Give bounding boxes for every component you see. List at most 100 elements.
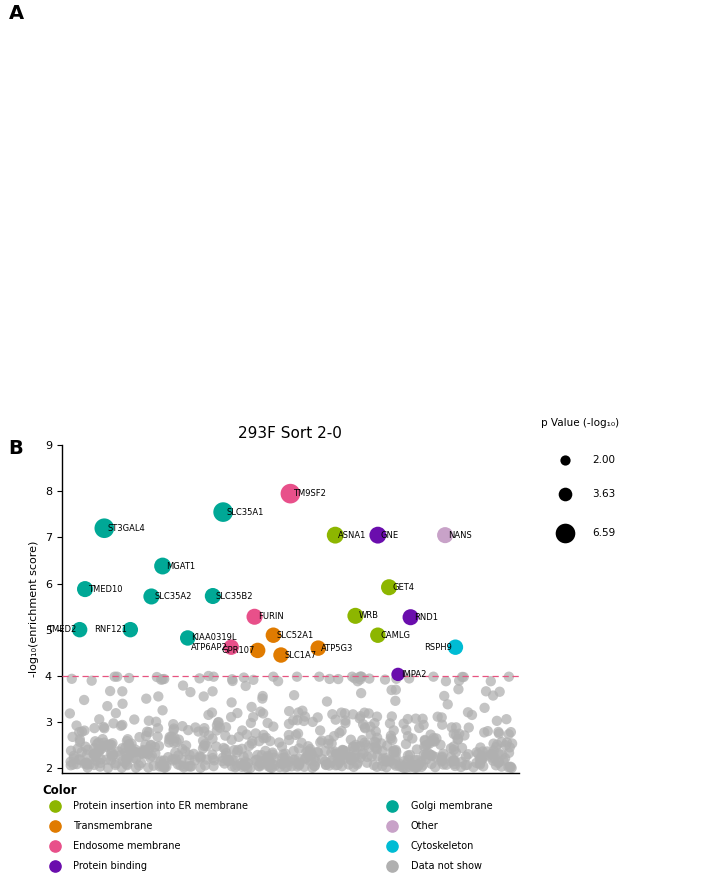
Point [166, 753, 178, 766]
Point [237, 750, 249, 764]
Point [429, 734, 441, 748]
Point [260, 744, 272, 758]
Point [302, 739, 314, 753]
Point [490, 740, 502, 754]
Point [475, 740, 486, 754]
Point [116, 684, 128, 698]
Point [477, 752, 489, 766]
Text: CAMLG: CAMLG [381, 630, 411, 640]
Point [328, 729, 340, 743]
Text: ASNA1: ASNA1 [338, 531, 367, 540]
Point [121, 749, 133, 763]
Point [186, 760, 197, 773]
Point [390, 743, 401, 757]
Point [354, 711, 365, 725]
Point [184, 748, 195, 762]
Point [89, 721, 100, 735]
Point [240, 679, 251, 693]
Point [240, 754, 251, 768]
Point [133, 759, 144, 773]
Point [453, 726, 465, 740]
Point [88, 748, 99, 762]
Point [355, 670, 367, 684]
Point [99, 521, 110, 535]
Text: Protein binding: Protein binding [73, 861, 147, 871]
Point [76, 746, 88, 760]
Point [287, 744, 299, 758]
Text: Cytoskeleton: Cytoskeleton [410, 841, 474, 851]
Point [390, 750, 401, 764]
Point [470, 756, 482, 770]
Point [126, 737, 137, 751]
Point [213, 715, 224, 729]
Point [154, 760, 166, 773]
Point [169, 746, 181, 760]
Point [198, 725, 210, 739]
Point [228, 743, 240, 757]
Point [411, 760, 423, 773]
Point [325, 755, 336, 769]
Point [150, 715, 162, 729]
Point [390, 683, 401, 697]
Point [256, 691, 268, 705]
Point [450, 720, 462, 734]
Text: TM9SF2: TM9SF2 [293, 489, 327, 498]
Point [274, 760, 285, 774]
Point [412, 760, 423, 773]
Point [450, 746, 462, 760]
Point [173, 732, 184, 746]
Point [407, 758, 418, 772]
Point [347, 739, 359, 753]
Text: KIAA0319L: KIAA0319L [191, 634, 237, 643]
Point [402, 712, 414, 726]
Point [298, 714, 310, 728]
Point [335, 724, 347, 738]
Point [169, 731, 181, 745]
Point [428, 734, 439, 748]
Point [338, 746, 349, 760]
Point [297, 704, 309, 718]
Point [277, 747, 289, 761]
Point [105, 684, 116, 698]
Text: Color: Color [43, 784, 77, 797]
Point [207, 747, 219, 761]
Point [312, 746, 324, 760]
Point [129, 712, 140, 726]
Text: NANS: NANS [448, 531, 472, 540]
Point [78, 693, 90, 707]
Point [100, 753, 112, 766]
Point [476, 749, 487, 763]
Text: FURIN: FURIN [258, 612, 283, 622]
Point [151, 670, 163, 684]
Point [212, 716, 224, 730]
Point [399, 754, 410, 768]
Point [337, 744, 348, 758]
Point [88, 746, 99, 760]
Point [396, 760, 408, 773]
Point [488, 744, 499, 758]
Point [239, 759, 250, 773]
Point [385, 754, 396, 768]
Point [246, 737, 258, 751]
Point [477, 745, 489, 759]
Point [138, 744, 150, 758]
Point [110, 756, 121, 770]
Point [195, 750, 207, 764]
Point [192, 725, 204, 739]
Point [356, 670, 367, 684]
Point [94, 712, 105, 726]
Point [423, 737, 435, 751]
Point [330, 759, 341, 773]
Point [487, 751, 499, 765]
Point [481, 745, 493, 759]
Point [163, 736, 175, 750]
Point [436, 753, 447, 767]
Point [146, 749, 158, 763]
Point [330, 745, 341, 759]
Point [168, 736, 180, 750]
Point [155, 673, 167, 687]
Point [363, 706, 375, 720]
Text: WRB: WRB [359, 611, 378, 621]
Point [68, 758, 79, 772]
Point [413, 721, 425, 735]
